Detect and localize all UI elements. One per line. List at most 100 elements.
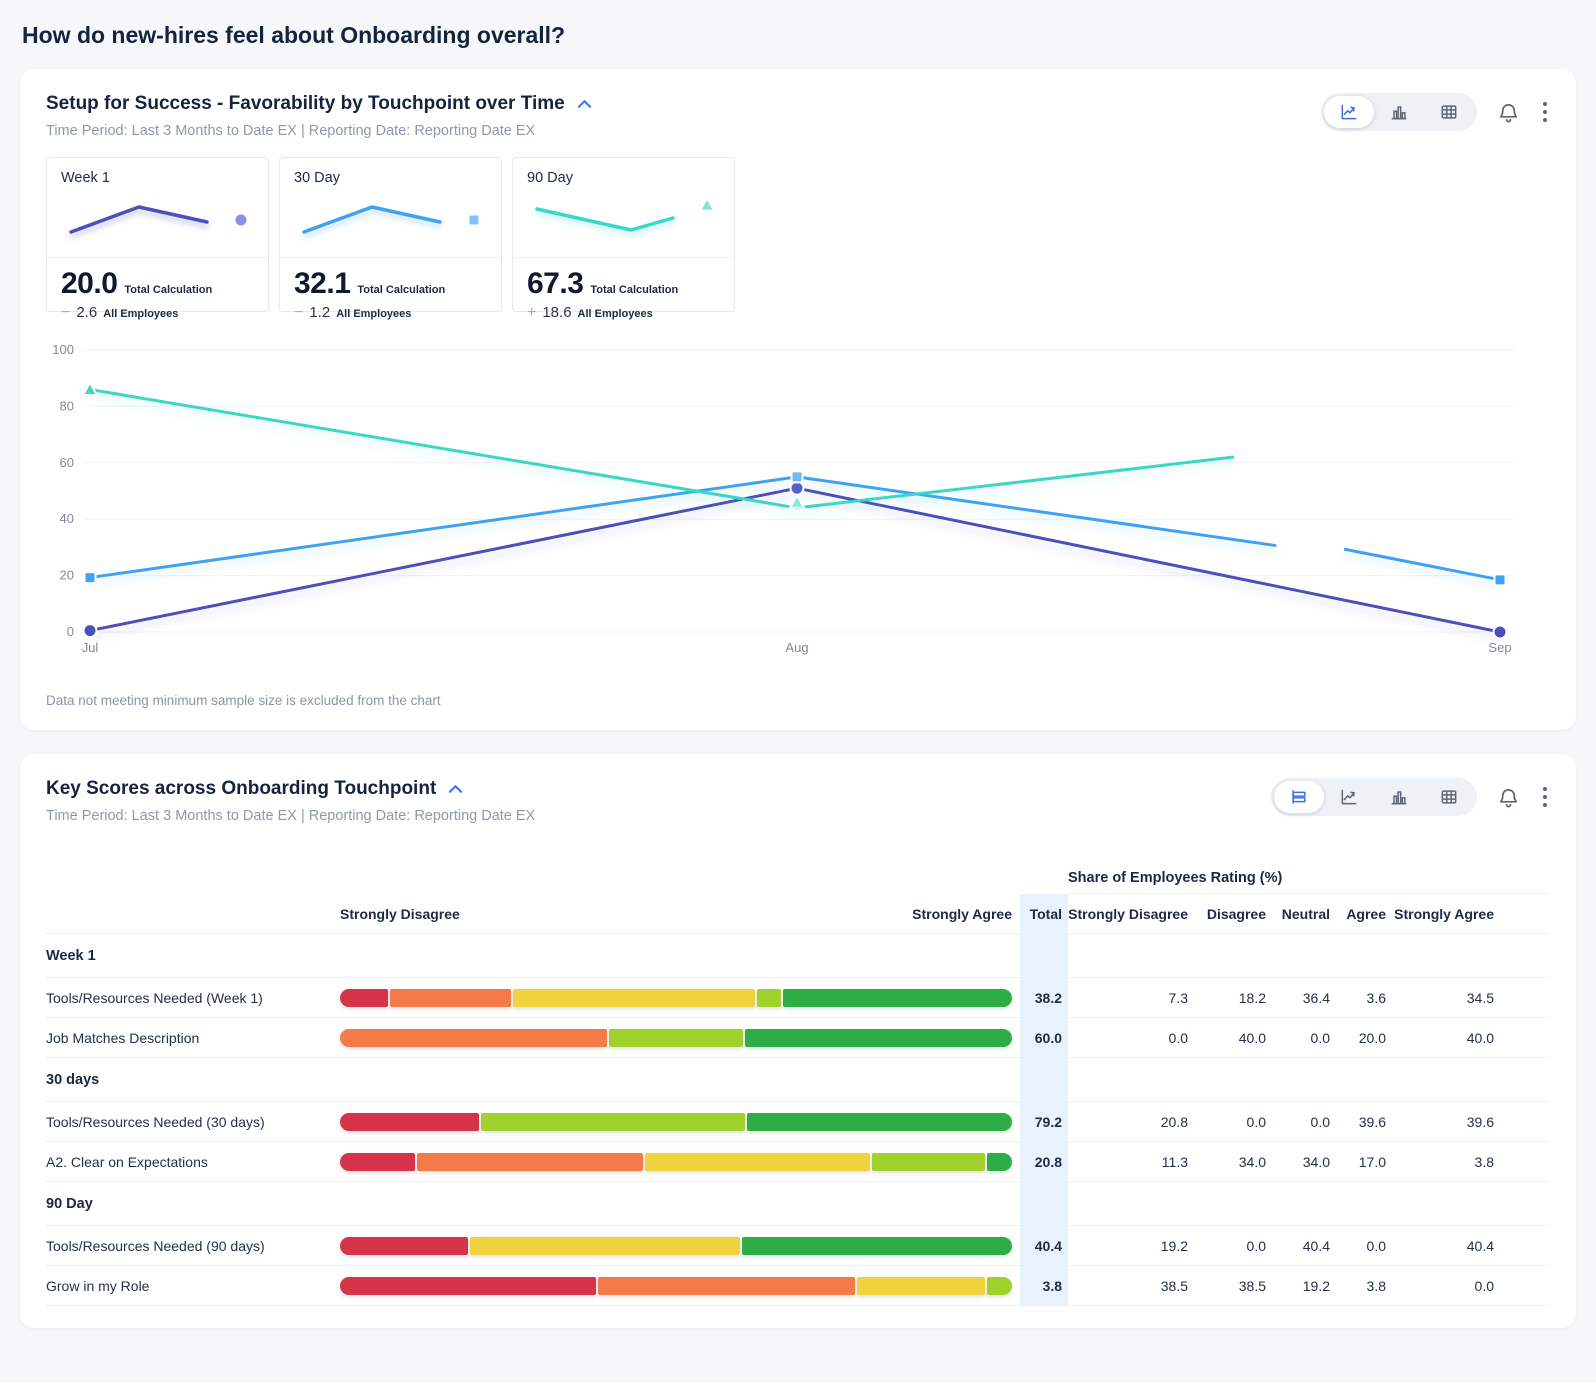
row-label: Tools/Resources Needed (30 days) [46, 1113, 265, 1130]
square-marker [83, 571, 97, 585]
kpi-value: 32.1 [294, 267, 351, 300]
total-value: 79.2 [1020, 1102, 1068, 1141]
kpi-delta-sign-icon: + [527, 304, 537, 321]
svg-text:60: 60 [60, 455, 74, 470]
kpi-value-caption: Total Calculation [124, 284, 213, 296]
collapse-chevron-up-icon[interactable] [446, 782, 465, 796]
kpi-tile-30-day: 30 Day 32.1 Total Calculation − 1.2 All … [279, 157, 502, 321]
share-col-header: Agree [1346, 905, 1386, 922]
group-row: Week 1 [46, 934, 1550, 978]
key-scores-card: Key Scores across Onboarding Touchpoint … [20, 754, 1576, 1328]
bar-chart-view-button[interactable] [1374, 781, 1424, 813]
bar-segment-agree [986, 1276, 1012, 1295]
bar-segment-strongly_disagree [340, 1152, 415, 1171]
kpi-delta-sign-icon: − [61, 304, 71, 321]
svg-text:Jul: Jul [82, 640, 99, 655]
row-label: A2. Clear on Expectations [46, 1153, 208, 1170]
share-value: 38.5 [1160, 1277, 1188, 1294]
share-value: 34.0 [1302, 1153, 1330, 1170]
stacked-rows-view-button[interactable] [1274, 781, 1324, 813]
table-view-button[interactable] [1424, 96, 1474, 128]
line-chart-view-button[interactable] [1324, 781, 1374, 813]
bar-segment-neutral [856, 1276, 985, 1295]
svg-text:Aug: Aug [785, 640, 808, 655]
share-col-header: Strongly Disagree [1068, 905, 1188, 922]
kpi-value-caption: Total Calculation [590, 284, 679, 296]
bar-segment-agree [757, 988, 781, 1007]
share-value: 3.6 [1366, 989, 1386, 1006]
svg-text:100: 100 [52, 342, 74, 357]
card-title: Setup for Success - Favorability by Touc… [46, 93, 565, 114]
card-toolbar [1321, 93, 1550, 131]
total-value: 40.4 [1020, 1226, 1068, 1265]
table-row: Grow in my Role 3.8 38.5 38.5 19.2 3.8 0.0 [46, 1266, 1550, 1306]
share-col-header: Disagree [1206, 905, 1266, 922]
bar-segment-strongly_disagree [340, 1276, 597, 1295]
bar-segment-strongly_disagree [340, 1112, 479, 1131]
kpi-delta-value: 18.6 [542, 304, 572, 321]
kpi-delta-caption: All Employees [103, 308, 179, 320]
favorability-bar [340, 1236, 1012, 1255]
share-value: 20.8 [1160, 1113, 1188, 1130]
bar-chart-view-button[interactable] [1374, 96, 1424, 128]
series-line-30-day [1343, 547, 1502, 582]
share-value: 34.5 [1466, 989, 1494, 1006]
row-label: Tools/Resources Needed (Week 1) [46, 989, 263, 1006]
table-view-button[interactable] [1424, 781, 1474, 813]
scale-right-label: Strongly Agree [912, 905, 1012, 922]
chart-footnote: Data not meeting minimum sample size is … [46, 693, 441, 708]
share-value: 7.3 [1168, 989, 1188, 1006]
kpi-value-caption: Total Calculation [357, 284, 446, 296]
share-value: 39.6 [1358, 1113, 1386, 1130]
share-value: 36.4 [1302, 989, 1330, 1006]
bar-segment-strongly_disagree [340, 988, 389, 1007]
triangle-marker [788, 493, 806, 509]
table-row: Tools/Resources Needed (Week 1) 38.2 7.3… [46, 978, 1550, 1018]
series-line-90-day [88, 387, 1235, 510]
collapse-chevron-up-icon[interactable] [575, 97, 594, 111]
bar-segment-neutral [513, 988, 756, 1007]
bar-segment-agree [872, 1152, 985, 1171]
series-line-30-day [88, 475, 1277, 580]
kpi-sparkline [69, 205, 249, 234]
group-label: 90 Day [46, 1195, 93, 1212]
kpi-label: 90 Day [527, 170, 573, 186]
line-chart-view-button[interactable] [1324, 96, 1374, 128]
square-marker [790, 470, 804, 484]
notifications-bell-button[interactable] [1495, 99, 1522, 126]
more-options-kebab-button[interactable] [1540, 99, 1550, 125]
bar-segment-strongly_agree [742, 1236, 1012, 1255]
share-value: 40.4 [1466, 1237, 1494, 1254]
share-col-header: Strongly Agree [1394, 905, 1494, 922]
kpi-delta-caption: All Employees [336, 308, 412, 320]
share-value: 18.2 [1238, 989, 1266, 1006]
svg-text:Sep: Sep [1488, 640, 1511, 655]
row-label: Grow in my Role [46, 1277, 150, 1294]
group-row: 90 Day [46, 1182, 1550, 1226]
bar-segment-agree [480, 1112, 746, 1131]
share-value: 3.8 [1474, 1153, 1494, 1170]
share-value: 3.8 [1366, 1277, 1386, 1294]
share-value: 40.0 [1466, 1029, 1494, 1046]
triangle-marker [81, 380, 99, 396]
share-value: 39.6 [1466, 1113, 1494, 1130]
card-toolbar [1271, 778, 1550, 816]
share-value: 0.0 [1310, 1029, 1330, 1046]
kpi-delta-value: 2.6 [76, 304, 98, 321]
bar-segment-agree [609, 1028, 743, 1047]
bar-segment-disagree [416, 1152, 643, 1171]
total-value: 3.8 [1020, 1266, 1068, 1305]
share-value: 0.0 [1246, 1113, 1266, 1130]
share-value: 0.0 [1310, 1113, 1330, 1130]
kpi-sparkline [302, 205, 481, 234]
bar-segment-neutral [644, 1152, 871, 1171]
more-options-kebab-button[interactable] [1540, 784, 1550, 810]
favorability-bar [340, 1276, 1012, 1295]
bar-segment-strongly_agree [986, 1152, 1013, 1171]
notifications-bell-button[interactable] [1495, 784, 1522, 811]
bar-segment-disagree [340, 1028, 608, 1047]
scores-table-body: Week 1 Tools/Resources Needed (Week 1) 3… [46, 934, 1550, 1306]
scores-table: Share of Employees Rating (%) Strongly D… [46, 862, 1550, 1306]
row-label: Job Matches Description [46, 1029, 200, 1046]
scale-left-label: Strongly Disagree [340, 905, 460, 922]
